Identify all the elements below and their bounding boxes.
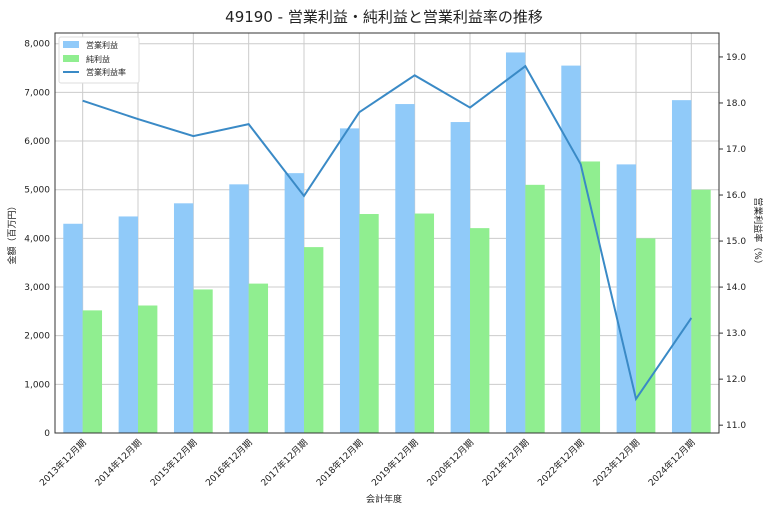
x-tick-label: 2013年12月期 [37, 437, 89, 489]
y-tick-label: 7,000 [24, 88, 50, 98]
bar-net-profit [359, 214, 378, 433]
y-axis-label: 金額（百万円） [6, 201, 18, 264]
bar-operating-profit [395, 104, 414, 433]
x-tick-label: 2022年12月期 [535, 437, 587, 489]
y2-tick-label: 19.0 [726, 53, 746, 63]
y2-tick-label: 12.0 [726, 375, 746, 385]
x-tick-label: 2016年12月期 [203, 437, 255, 489]
bar-net-profit [193, 289, 212, 433]
bar-operating-profit [340, 128, 359, 433]
x-tick-label: 2020年12月期 [424, 437, 476, 489]
x-tick-label: 2014年12月期 [92, 437, 144, 489]
bar-operating-profit [63, 224, 82, 433]
y-tick-label: 5,000 [24, 186, 50, 196]
bar-operating-profit [506, 52, 525, 433]
y2-axis-label: 営業利益率（%） [752, 197, 764, 269]
bar-net-profit [470, 228, 489, 433]
bar-net-profit [83, 310, 102, 433]
x-tick-label: 2017年12月期 [258, 437, 310, 489]
y2-tick-label: 13.0 [726, 329, 746, 339]
bar-net-profit [525, 185, 544, 433]
y2-tick-label: 11.0 [726, 421, 746, 431]
bar-operating-profit [451, 122, 470, 433]
legend-swatch-operating-profit [63, 41, 79, 48]
x-tick-label: 2018年12月期 [314, 437, 366, 489]
x-tick-label: 2021年12月期 [480, 437, 532, 489]
bar-operating-profit [229, 184, 248, 433]
bar-net-profit [249, 284, 268, 433]
x-axis-label: 会計年度 [366, 493, 402, 505]
y-tick-label: 0 [44, 429, 50, 439]
y2-tick-label: 15.0 [726, 237, 746, 247]
bar-operating-profit [561, 66, 580, 433]
y-tick-label: 6,000 [24, 137, 50, 147]
bar-operating-profit [174, 203, 193, 433]
y2-tick-label: 17.0 [726, 145, 746, 155]
bar-operating-profit [119, 216, 138, 433]
x-tick-label: 2023年12月期 [590, 437, 642, 489]
bar-operating-profit [617, 164, 636, 433]
y2-tick-label: 14.0 [726, 283, 746, 293]
legend-swatch-net-profit [63, 55, 79, 62]
y-tick-label: 8,000 [24, 40, 50, 50]
legend-label: 純利益 [86, 54, 110, 64]
bar-net-profit [636, 238, 655, 433]
y2-tick-label: 16.0 [726, 191, 746, 201]
bar-net-profit [304, 247, 323, 433]
legend-label: 営業利益率 [86, 67, 126, 77]
bar-net-profit [691, 190, 710, 433]
x-tick-label: 2015年12月期 [148, 437, 200, 489]
x-tick-label: 2019年12月期 [369, 437, 421, 489]
y-tick-label: 2,000 [24, 332, 50, 342]
bar-net-profit [415, 214, 434, 433]
y-tick-label: 4,000 [24, 234, 50, 244]
legend-label: 営業利益 [86, 40, 118, 50]
bar-operating-profit [672, 100, 691, 433]
y-tick-label: 1,000 [24, 380, 50, 390]
y2-tick-label: 18.0 [726, 99, 746, 109]
x-tick-label: 2024年12月期 [646, 437, 698, 489]
chart-title: 49190 - 営業利益・純利益と営業利益率の推移 [225, 8, 543, 26]
bar-operating-profit [285, 173, 304, 433]
bar-net-profit [138, 306, 157, 433]
y-tick-label: 3,000 [24, 283, 50, 293]
